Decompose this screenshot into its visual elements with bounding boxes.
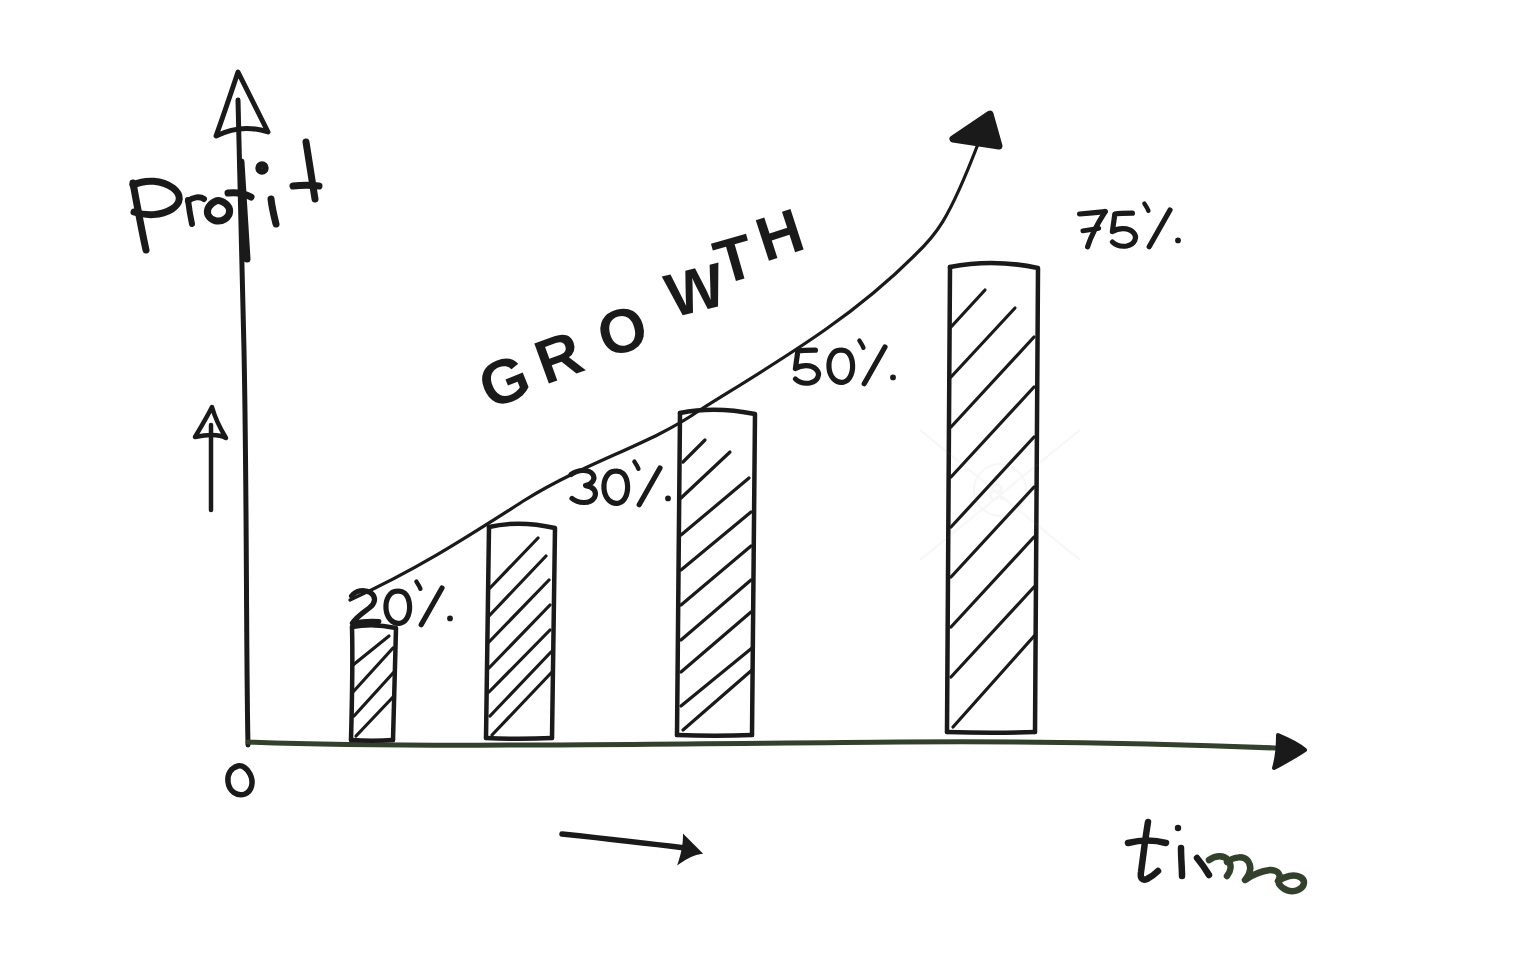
- svg-text:a: a: [988, 473, 1005, 506]
